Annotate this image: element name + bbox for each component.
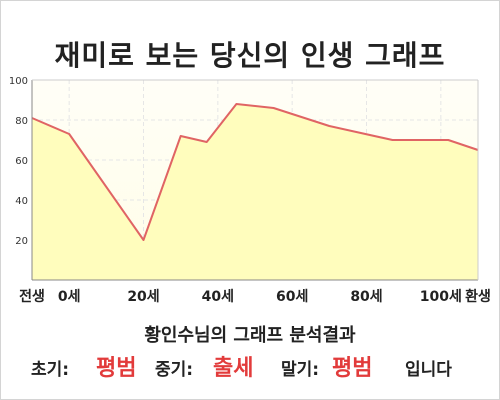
late-value: 평범 [332, 356, 373, 381]
early-label: 초기: [31, 360, 70, 380]
analysis-result-row: 초기: 평범 중기: 출세 말기: 평범 입니다 [0, 348, 500, 381]
early-value: 평범 [96, 356, 137, 381]
x-tick-label: 전생 [19, 288, 45, 305]
x-tick-label: 0세 [58, 289, 81, 305]
result-suffix: 입니다 [405, 360, 452, 380]
y-tick-label: 40 [15, 196, 28, 207]
middle-label: 중기: [155, 360, 194, 380]
x-tick-label: 40세 [202, 289, 234, 305]
x-tick-label: 20세 [127, 289, 159, 305]
middle-value: 출세 [213, 356, 254, 381]
analysis-heading: 황인수님의 그래프 분석결과 [144, 325, 356, 346]
page-title: 재미로 보는 당신의 인생 그래프 [54, 39, 446, 72]
x-tick-label: 100세 [420, 289, 462, 305]
x-tick-label: 80세 [350, 289, 382, 305]
late-label: 말기: [281, 360, 320, 380]
y-tick-label: 20 [15, 236, 28, 247]
series-area [32, 104, 478, 280]
x-tick-label: 60세 [276, 289, 308, 305]
y-tick-label: 80 [15, 116, 28, 127]
series-line [31, 103, 479, 241]
x-tick-label: 환생 [465, 288, 491, 305]
y-tick-label: 100 [9, 76, 28, 87]
y-tick-label: 60 [15, 156, 28, 167]
